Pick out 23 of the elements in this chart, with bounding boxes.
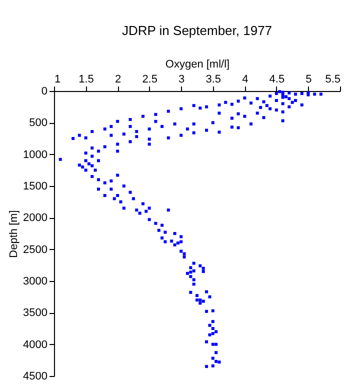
y-tick-label: 500 — [29, 117, 48, 130]
x-tick-label: 3 — [178, 74, 185, 86]
y-tick-label: 2500 — [23, 244, 48, 256]
x-tick-label: 5.5 — [325, 74, 340, 86]
x-axis-title: Oxygen [ml/l] — [165, 58, 230, 70]
y-tick-label: 1500 — [23, 180, 48, 192]
y-tick-label: 4000 — [23, 338, 48, 351]
y-tick-label: 0 — [41, 86, 48, 98]
y-tick-label: 4500 — [23, 370, 48, 382]
x-tick-label: 1.5 — [78, 74, 94, 86]
y-tick-label: 1000 — [23, 148, 48, 161]
x-tick-label: 2 — [114, 74, 122, 86]
x-tick-label: 3.5 — [206, 74, 222, 86]
x-tick-label: 5 — [306, 74, 312, 86]
y-axis-title: Depth [m] — [8, 210, 20, 258]
y-tick-label: 3500 — [23, 307, 48, 320]
x-tick-label: 2.5 — [142, 74, 158, 86]
y-tick-label: 3000 — [23, 276, 48, 288]
x-tick-label: 1 — [54, 74, 61, 86]
chart-title: JDRP in September, 1977 — [122, 23, 272, 38]
x-tick-label: 4 — [242, 74, 248, 86]
y-tick-label: 2000 — [23, 212, 48, 224]
x-tick-label: 4.5 — [269, 74, 285, 86]
